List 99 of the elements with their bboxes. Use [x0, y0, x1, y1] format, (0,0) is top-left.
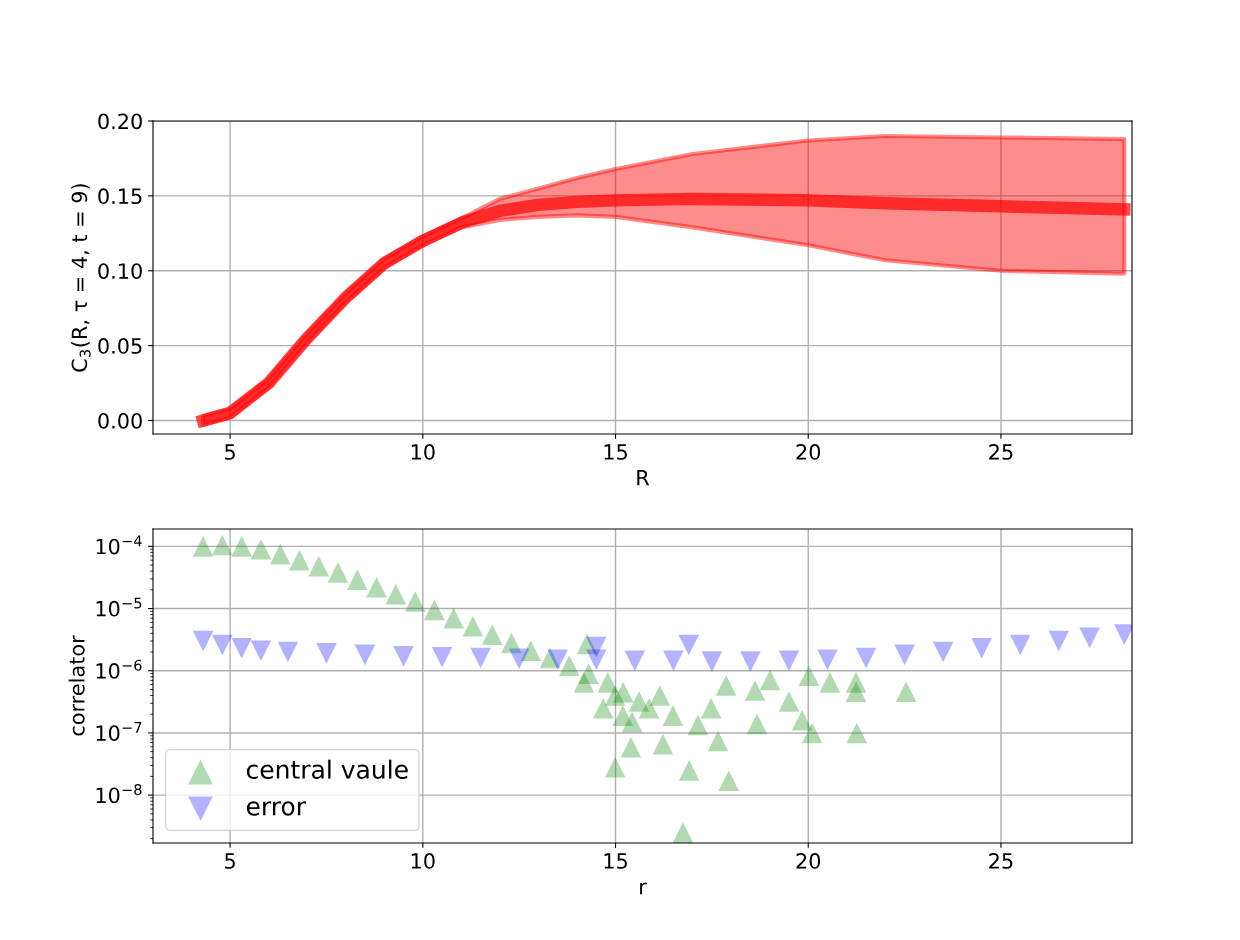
- point: [620, 736, 642, 758]
- x-tick-label: 10: [411, 444, 435, 460]
- point: [585, 649, 607, 671]
- point: [327, 562, 349, 583]
- point: [231, 536, 252, 557]
- point: [250, 538, 272, 560]
- point: [791, 709, 813, 731]
- point: [678, 760, 700, 781]
- point: [354, 644, 376, 666]
- point: [269, 543, 291, 565]
- point: [508, 648, 530, 670]
- point: [192, 630, 214, 652]
- point: [277, 641, 299, 663]
- point: [624, 650, 646, 671]
- y-tick-label: 0.10: [98, 263, 142, 279]
- point: [817, 649, 838, 671]
- point: [462, 615, 484, 637]
- point: [895, 681, 917, 703]
- point: [707, 730, 729, 752]
- x-tick-label: 20: [796, 444, 821, 460]
- point: [231, 637, 252, 659]
- point: [740, 651, 761, 672]
- point: [431, 646, 453, 668]
- y-axis-title: C$_{3}$(R, τ = 4, t = 9): [71, 184, 91, 372]
- point: [778, 650, 800, 671]
- point: [932, 641, 954, 663]
- x-axis-title: R: [637, 470, 650, 486]
- x-tick-label: 5: [225, 444, 235, 460]
- y-tick-label: 0.00: [98, 412, 142, 429]
- point: [558, 655, 580, 677]
- point: [366, 576, 387, 598]
- point: [1079, 627, 1100, 648]
- point: [846, 722, 868, 744]
- point: [470, 647, 491, 669]
- point: [649, 685, 671, 706]
- point: [192, 536, 214, 557]
- point: [573, 672, 595, 693]
- y-tick-label: 10$^{−8}$: [96, 784, 142, 804]
- point: [592, 697, 614, 719]
- point: [678, 634, 700, 656]
- x-tick-label: 5: [225, 853, 235, 869]
- legend-label: central vaule: [246, 759, 408, 779]
- y-tick-label: 0.20: [98, 113, 142, 130]
- point: [621, 711, 643, 733]
- point: [1048, 630, 1070, 652]
- point: [894, 644, 915, 666]
- point: [250, 640, 272, 661]
- point: [700, 697, 722, 719]
- point: [1009, 634, 1031, 656]
- point: [715, 675, 737, 696]
- y-tick-label: 10$^{−5}$: [96, 597, 142, 617]
- point: [212, 534, 233, 556]
- x-tick-label: 25: [989, 444, 1013, 460]
- point: [547, 649, 568, 671]
- point: [662, 705, 684, 726]
- point: [798, 665, 820, 687]
- x-tick-label: 15: [604, 853, 627, 869]
- point: [672, 822, 694, 843]
- point: [845, 681, 867, 703]
- point: [778, 691, 800, 712]
- point: [663, 650, 684, 671]
- point: [718, 770, 740, 792]
- point: [585, 636, 607, 658]
- point: [346, 569, 368, 591]
- point: [746, 713, 768, 735]
- point: [687, 714, 709, 736]
- point: [316, 643, 337, 664]
- y-tick-label: 10$^{−6}$: [96, 659, 142, 679]
- x-tick-label: 15: [604, 444, 627, 460]
- point: [443, 607, 464, 629]
- x-tick-label: 20: [796, 853, 821, 869]
- point: [212, 634, 233, 656]
- x-tick-label: 25: [989, 853, 1013, 869]
- point: [759, 669, 781, 691]
- y-axis-title: correlator: [68, 635, 85, 736]
- point: [393, 646, 414, 667]
- point: [744, 680, 766, 701]
- point: [819, 672, 841, 693]
- point: [701, 651, 723, 672]
- point: [971, 637, 992, 659]
- y-tick-label: 0.05: [98, 338, 142, 354]
- legend-label: error: [246, 801, 307, 816]
- point: [404, 591, 426, 612]
- point: [385, 583, 407, 605]
- x-axis-title: r: [640, 882, 647, 895]
- point: [604, 685, 626, 706]
- point: [604, 757, 626, 778]
- point: [308, 555, 330, 577]
- point: [481, 624, 503, 645]
- y-tick-label: 10$^{−4}$: [96, 535, 142, 555]
- x-tick-label: 10: [411, 853, 435, 869]
- point: [855, 647, 877, 669]
- point: [424, 599, 445, 621]
- point: [628, 691, 650, 712]
- y-tick-label: 0.15: [98, 188, 142, 205]
- point: [801, 722, 823, 744]
- point: [289, 549, 310, 571]
- y-tick-label: 10$^{−7}$: [96, 722, 142, 741]
- point: [652, 733, 674, 755]
